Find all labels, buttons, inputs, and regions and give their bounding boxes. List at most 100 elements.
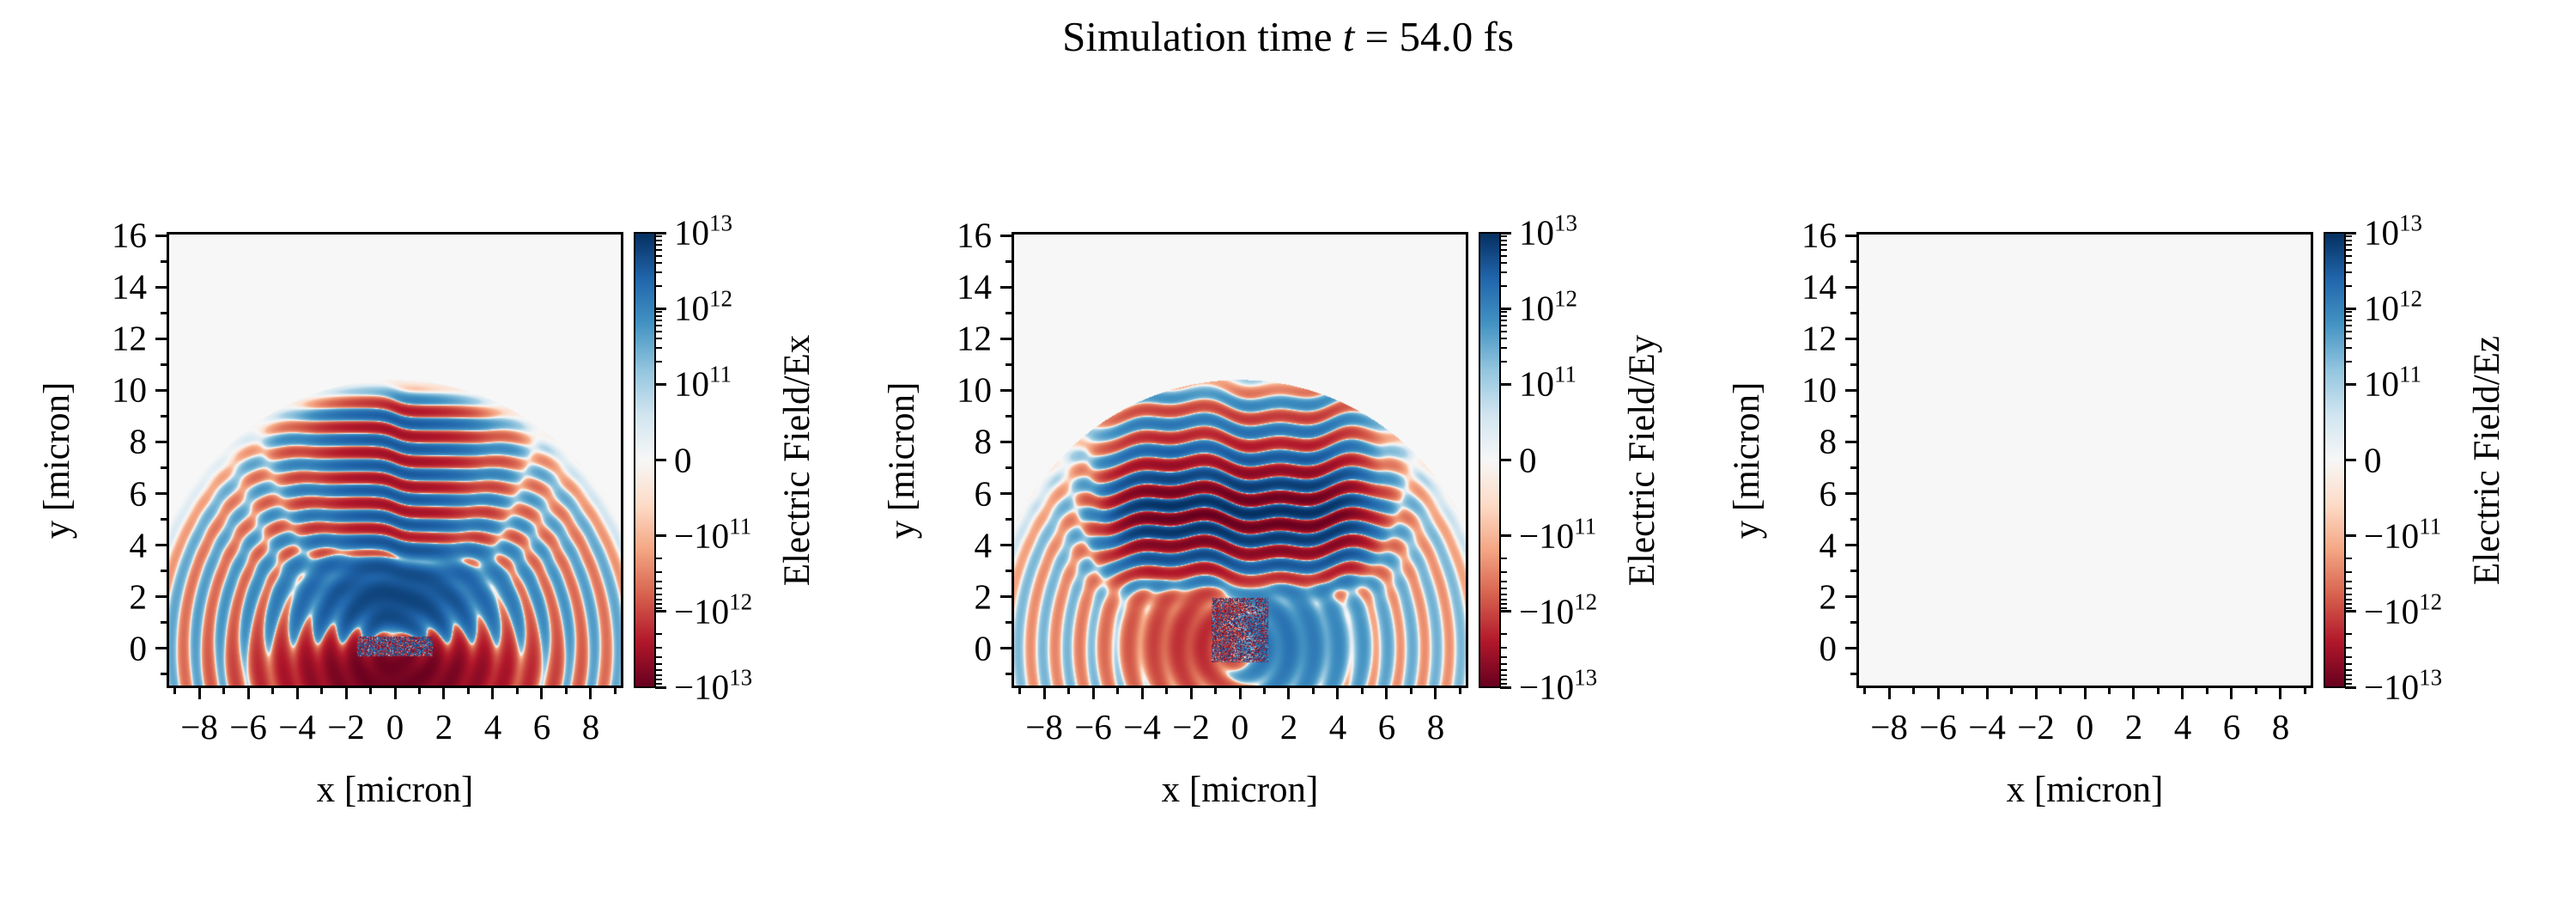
colorbar-minor-tick [1500, 330, 1507, 332]
colorbar-minor-tick [2345, 284, 2352, 287]
colorbar-minor-tick [1500, 248, 1507, 251]
colorbar-minor-tick [655, 239, 662, 241]
colorbar-minor-tick [2345, 603, 2352, 606]
x-tick-label: 8 [2271, 707, 2290, 747]
y-major-tick [1000, 595, 1012, 599]
x-minor-tick [417, 687, 421, 694]
colorbar-minor-tick [2345, 674, 2352, 677]
y-tick-label: 4 [1819, 525, 1838, 565]
colorbar-tick-exponent: 12 [1574, 588, 1598, 615]
colorbar-minor-tick [1500, 271, 1507, 274]
y-minor-tick [1005, 621, 1012, 625]
y-tick-label: 2 [1819, 576, 1838, 617]
colorbar-minor-tick [1500, 235, 1507, 238]
y-tick-label: 16 [1801, 215, 1837, 255]
colorbar-minor-tick [1500, 319, 1507, 321]
colorbar-tick-mantissa: −10 [674, 591, 730, 631]
y-major-tick [155, 388, 167, 392]
x-minor-tick [2010, 687, 2014, 694]
y-major-tick [155, 647, 167, 650]
colorbar-minor-tick [1500, 243, 1507, 246]
y-tick-label: 2 [129, 576, 148, 617]
colorbar-minor-tick [2345, 633, 2352, 636]
x-minor-tick [1458, 687, 1461, 694]
y-minor-tick [1005, 673, 1012, 676]
colorbar-minor-tick [2345, 669, 2352, 672]
colorbar-minor-tick [2345, 248, 2352, 251]
y-major-tick [1000, 647, 1012, 650]
x-major-tick [1936, 687, 1940, 699]
x-minor-tick [613, 687, 617, 694]
colorbar-major-tick [655, 382, 666, 386]
colorbar-minor-tick [1500, 588, 1507, 590]
x-tick-label: 0 [1230, 707, 1249, 747]
colorbar-minor-tick [655, 669, 662, 672]
colorbar-minor-tick [655, 580, 662, 582]
colorbar-minor-tick [2345, 360, 2352, 363]
x-major-tick [491, 687, 495, 699]
x-major-tick [1238, 687, 1242, 699]
colorbar-minor-tick [655, 674, 662, 677]
x-tick-label: −4 [1123, 707, 1161, 747]
colorbar-tick-label: 0 [2364, 442, 2382, 478]
y-tick-label: 0 [974, 628, 993, 668]
heatmap-Ey [1012, 233, 1467, 687]
y-major-tick [155, 492, 167, 496]
title-suffix: = 54.0 fs [1354, 13, 1514, 60]
colorbar-minor-tick [2345, 324, 2352, 326]
x-minor-tick [1214, 687, 1217, 694]
colorbar-minor-tick [655, 284, 662, 287]
y-major-tick [155, 234, 167, 237]
colorbar-tick-exponent: 12 [729, 588, 753, 615]
x-minor-tick [320, 687, 324, 694]
colorbar-label-Ex: Electric Field/Ex [777, 334, 817, 586]
y-minor-tick [161, 466, 167, 470]
colorbar-minor-tick [655, 679, 662, 681]
x-major-tick [246, 687, 250, 699]
colorbar-minor-tick [2345, 347, 2352, 350]
colorbar-minor-tick [2345, 663, 2352, 666]
colorbar-tick-mantissa: 10 [1519, 288, 1554, 328]
colorbar-tick-mantissa: 10 [2364, 212, 2399, 253]
x-minor-tick [515, 687, 519, 694]
colorbar-minor-tick [655, 558, 662, 560]
y-tick-label: 10 [957, 369, 992, 410]
colorbar-tick-mantissa: 10 [2364, 363, 2399, 404]
x-tick-label: −8 [1025, 707, 1063, 747]
colorbar-tick-mantissa: 0 [2364, 440, 2382, 479]
colorbar-major-tick [1500, 459, 1511, 461]
x-minor-tick [2156, 687, 2160, 694]
colorbar-frame [2324, 232, 2346, 688]
y-major-tick [155, 337, 167, 340]
y-tick-label: 0 [1819, 628, 1838, 668]
x-major-tick [1385, 687, 1388, 699]
colorbar-minor-tick [655, 594, 662, 596]
x-major-tick [2230, 687, 2233, 699]
y-major-tick [1845, 544, 1857, 547]
colorbar-minor-tick [655, 271, 662, 274]
colorbar-minor-tick [1500, 669, 1507, 672]
colorbar-tick-exponent: 12 [709, 285, 732, 312]
x-tick-label: 4 [2173, 707, 2192, 747]
colorbar-tick-mantissa: −10 [1519, 667, 1575, 707]
title-prefix: Simulation time [1062, 13, 1343, 60]
x-minor-tick [1912, 687, 1916, 694]
x-minor-tick [1067, 687, 1071, 694]
y-major-tick [1845, 285, 1857, 289]
colorbar-minor-tick [2345, 243, 2352, 246]
colorbar-tick-mantissa: −10 [674, 515, 730, 556]
y-major-tick [155, 544, 167, 547]
y-major-tick [1000, 388, 1012, 392]
x-tick-label: 8 [581, 707, 600, 747]
colorbar-minor-tick [1500, 663, 1507, 666]
y-major-tick [1845, 337, 1857, 340]
colorbar-minor-tick [655, 606, 662, 609]
y-minor-tick [1005, 414, 1012, 417]
colorbar-major-tick [2345, 686, 2356, 689]
colorbar-minor-tick [2345, 235, 2352, 238]
y-major-tick [1000, 285, 1012, 289]
y-tick-label: 12 [957, 318, 992, 358]
colorbar-minor-tick [2345, 646, 2352, 649]
colorbar-major-tick [2345, 307, 2356, 310]
y-major-tick [155, 440, 167, 443]
